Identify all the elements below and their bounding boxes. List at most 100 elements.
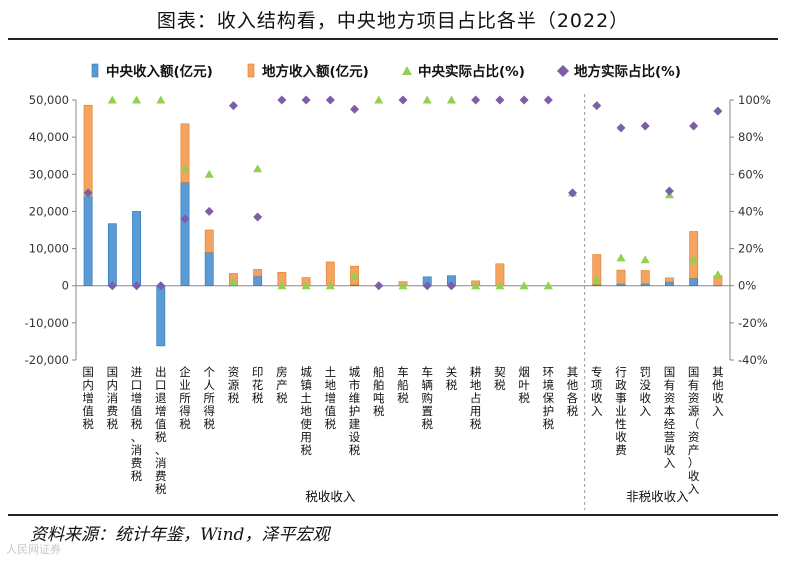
- local-pct-point: [495, 95, 505, 105]
- local-pct-point: [350, 104, 360, 114]
- source-note: 资料来源：统计年鉴，Wind，泽平宏观: [30, 525, 330, 545]
- legend-swatch: [91, 63, 99, 78]
- category-label: 企业所得税: [179, 365, 191, 431]
- central-bar: [180, 182, 190, 287]
- central-pct-point: [640, 255, 650, 264]
- legend: 中央收入额(亿元) 地方收入额(亿元) 中央实际占比(%) 地方实际占比(%): [91, 63, 681, 80]
- y-left-tick-label: 10,000: [29, 242, 69, 256]
- local-pct-point: [616, 123, 626, 133]
- category-label: 其他各税: [567, 365, 579, 418]
- local-bar: [689, 231, 699, 279]
- local-pct-point: [325, 95, 335, 105]
- central-bar: [156, 285, 166, 347]
- chart-title: 图表：收入结构看，中央地方项目占比各半（2022）: [156, 10, 630, 32]
- category-label: 国有资源（资产）收入: [688, 365, 700, 496]
- central-pct-point: [204, 169, 214, 178]
- central-pct-point: [422, 95, 432, 104]
- local-bar: [616, 269, 626, 285]
- central-pct-point: [374, 95, 384, 104]
- category-label: 行政事业性收费: [615, 365, 627, 457]
- category-label: 出口退增值税、消费税: [155, 365, 167, 496]
- local-pct-point: [664, 186, 674, 196]
- local-pct-point: [253, 212, 263, 222]
- central-pct-point: [713, 270, 723, 279]
- local-pct-point: [83, 188, 93, 198]
- local-pct-point: [277, 95, 287, 105]
- central-pct-point: [277, 281, 287, 290]
- y-left-tick-label: 30,000: [29, 167, 69, 181]
- y-left-tick-label: 0: [62, 279, 69, 293]
- category-label: 专项收入: [591, 365, 603, 418]
- central-pct-point: [156, 95, 166, 104]
- central-pct-point: [180, 164, 190, 173]
- group-label: 非税收收入: [626, 489, 689, 504]
- category-label: 耕地占用税: [470, 365, 482, 431]
- legend-label: 中央实际占比(%): [418, 63, 525, 80]
- local-pct-point: [107, 281, 117, 291]
- y-right-tick-label: 20%: [738, 242, 764, 256]
- local-pct-point: [592, 101, 602, 111]
- local-pct-point: [204, 206, 214, 216]
- local-pct-point: [519, 95, 529, 105]
- local-pct-point: [301, 95, 311, 105]
- category-label: 船舶吨税: [373, 365, 385, 418]
- local-pct-point: [398, 95, 408, 105]
- local-pct-point: [689, 121, 699, 131]
- central-pct-point: [398, 281, 408, 290]
- category-label: 城市维护建设税: [349, 365, 361, 457]
- title-rule: [8, 38, 778, 40]
- local-bar: [640, 270, 650, 285]
- central-bar: [132, 211, 141, 287]
- local-pct-point: [446, 281, 456, 291]
- local-pct-point: [228, 101, 238, 111]
- category-label: 国内消费税: [107, 365, 119, 431]
- source-rule: [8, 514, 778, 516]
- y-right-tick-label: 0%: [738, 279, 756, 293]
- local-bar: [83, 104, 93, 196]
- category-label: 关税: [446, 365, 458, 392]
- category-label: 契税: [494, 365, 506, 392]
- y-left-tick-label: -10,000: [25, 316, 69, 330]
- central-bar: [107, 223, 117, 287]
- legend-swatch: [557, 65, 569, 77]
- central-pct-point: [446, 95, 456, 104]
- local-pct-point: [471, 95, 481, 105]
- central-pct-point: [689, 255, 699, 264]
- category-label: 罚没收入: [639, 365, 651, 418]
- central-pct-point: [350, 271, 360, 280]
- category-label: 国有资本经营收入: [664, 365, 676, 470]
- central-bar: [204, 251, 214, 287]
- y-right-tick-label: -40%: [738, 353, 768, 367]
- local-bar: [665, 277, 674, 283]
- legend-swatch: [247, 63, 255, 78]
- central-bar: [689, 277, 699, 287]
- markers-layer: [83, 95, 723, 291]
- legend-label: 地方收入额(亿元): [262, 63, 369, 80]
- local-pct-point: [543, 95, 553, 105]
- local-pct-point: [422, 281, 432, 291]
- watermark: 人民网证券: [6, 543, 61, 556]
- central-pct-point: [471, 281, 481, 290]
- y-left-tick-label: -20,000: [25, 353, 69, 367]
- central-bar: [83, 195, 93, 287]
- y-right-tick-label: 40%: [738, 204, 764, 218]
- central-pct-point: [325, 281, 335, 290]
- y-left-tick-label: 50,000: [29, 93, 69, 107]
- central-pct-point: [592, 275, 602, 284]
- y-right-tick-label: -20%: [738, 316, 768, 330]
- central-pct-point: [543, 281, 553, 290]
- y-left-tick-label: 40,000: [29, 130, 69, 144]
- local-pct-point: [132, 281, 142, 291]
- legend-label: 中央收入额(亿元): [106, 63, 213, 80]
- local-pct-point: [568, 188, 578, 198]
- category-label: 个人所得税: [203, 365, 215, 431]
- group-label: 税收收入: [305, 489, 356, 504]
- y-right-tick-label: 100%: [738, 93, 771, 107]
- central-bar: [253, 275, 263, 287]
- local-bar: [204, 229, 214, 253]
- local-pct-point: [374, 281, 384, 291]
- central-pct-point: [301, 281, 311, 290]
- central-pct-point: [228, 277, 238, 286]
